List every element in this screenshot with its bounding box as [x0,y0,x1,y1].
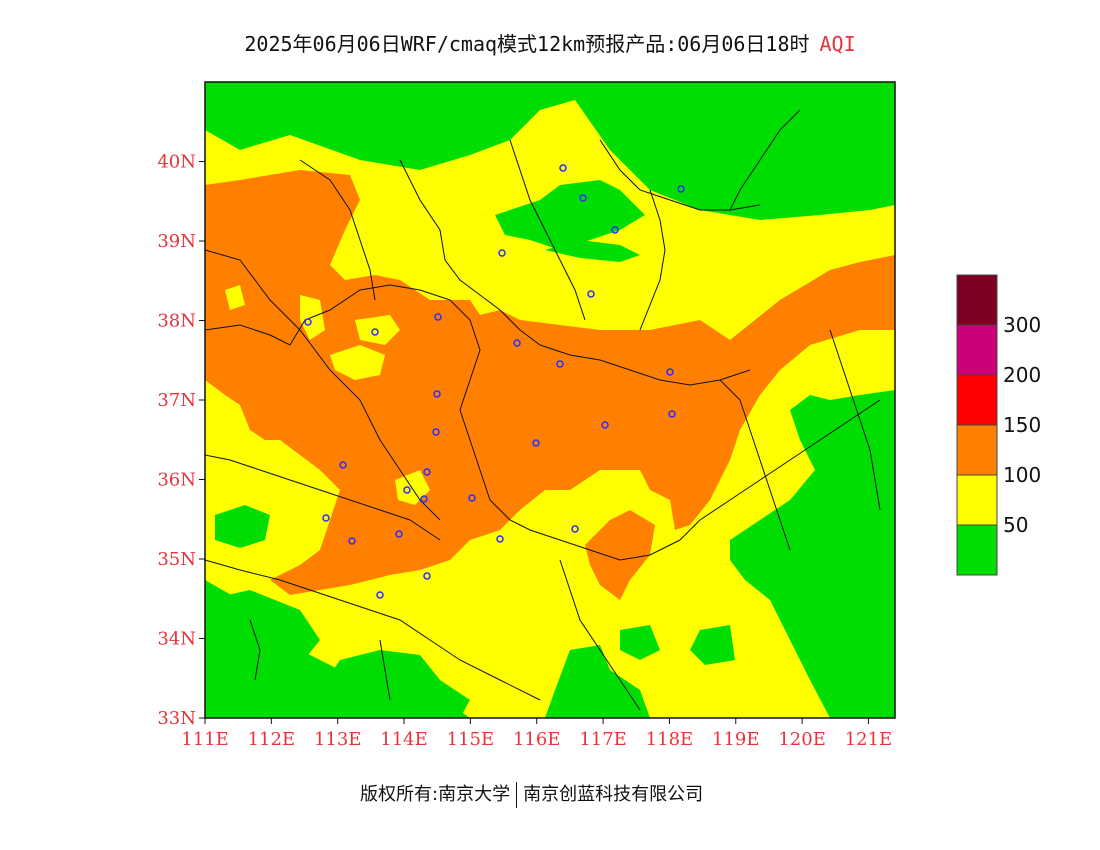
legend-swatch [956,524,998,576]
lon-tick-label: 112E [248,729,296,750]
legend-label: 100 [1003,463,1041,487]
lat-tick-label: 35N [157,549,196,570]
city-marker [376,591,384,599]
aqi-zone-orange [205,170,895,595]
map-title: 2025年06月06日WRF/cmaq模式12km预报产品:06月06日18时 A… [0,28,1100,57]
city-marker [668,410,676,418]
city-marker [432,428,440,436]
credit-divider [516,782,518,808]
aqi-legend: 50 100 150 200 300 [956,274,1041,576]
legend-swatch [956,474,998,526]
city-marker [433,390,441,398]
lon-tick-label: 121E [845,729,893,750]
city-marker [677,185,685,193]
lat-tick-label: 37N [157,390,196,411]
legend-swatch [956,274,998,326]
legend-label: 150 [1003,413,1041,437]
city-marker [571,525,579,533]
city-marker [423,572,431,580]
credit-owner: 版权所有:南京大学 [360,784,511,805]
city-marker [532,439,540,447]
lon-tick-label: 120E [778,729,826,750]
title-main: 2025年06月06日WRF/cmaq模式12km预报产品:06月06日18时 [244,32,810,56]
city-marker [601,421,609,429]
city-marker [395,530,403,538]
lon-tick-label: 116E [513,729,561,750]
legend-label: 200 [1003,363,1041,387]
longitude-axis: 111E 112E 113E 114E 115E 116E 117E 118E 119E 120E… [181,718,892,750]
lat-tick-label: 39N [157,231,196,252]
lat-tick-label: 34N [157,629,196,650]
city-markers [304,164,685,599]
province-boundaries [205,109,881,711]
city-marker [420,495,428,503]
legend-swatch [956,374,998,426]
lon-tick-label: 111E [181,729,229,750]
city-marker [403,486,411,494]
lon-tick-label: 119E [712,729,760,750]
city-marker [322,514,330,522]
city-marker [587,290,595,298]
lon-tick-label: 118E [646,729,694,750]
city-marker [611,226,619,234]
lat-tick-label: 40N [157,152,196,173]
copyright-credit: 版权所有:南京大学 南京创蓝科技有限公司 [360,780,703,808]
city-marker [496,535,504,543]
aqi-field [205,82,895,718]
city-marker [556,360,564,368]
city-marker [371,328,379,336]
lat-tick-label: 38N [157,311,196,332]
city-marker [468,494,476,502]
legend-label: 50 [1003,513,1028,537]
lon-tick-label: 114E [380,729,428,750]
city-marker [423,468,431,476]
city-marker [304,318,312,326]
legend-swatch [956,424,998,476]
lat-tick-label: 36N [157,470,196,491]
latitude-axis: 33N 34N 35N 36N 37N 38N 39N 40N [157,152,205,729]
city-marker [666,368,674,376]
city-marker [339,461,347,469]
city-marker [348,537,356,545]
title-aqi-suffix: AQI [819,32,856,56]
lon-tick-label: 113E [314,729,362,750]
city-marker [579,194,587,202]
lat-tick-label: 33N [157,708,196,729]
city-marker [559,164,567,172]
lon-tick-label: 117E [579,729,627,750]
city-marker [498,249,506,257]
credit-company: 南京创蓝科技有限公司 [523,784,704,805]
legend-label: 300 [1003,313,1041,337]
lon-tick-label: 115E [447,729,495,750]
city-marker [434,313,442,321]
city-marker [513,339,521,347]
legend-swatch [956,324,998,376]
